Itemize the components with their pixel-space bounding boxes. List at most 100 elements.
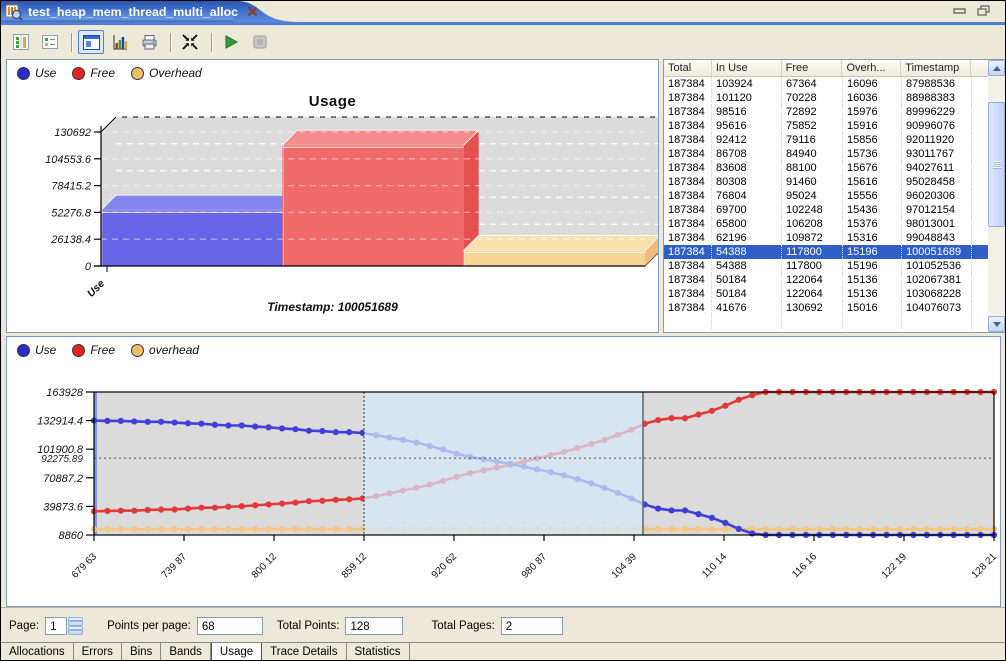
legend-item-overhead: overhead [131, 343, 199, 357]
table-row[interactable]: 18738476804950241555696020306 [664, 189, 988, 203]
restore-icon[interactable] [977, 4, 991, 22]
table-cell: 15856 [843, 133, 902, 147]
table-cell: 50184 [712, 287, 782, 301]
svg-text:980 87: 980 87 [520, 551, 550, 581]
table-cell: 15376 [843, 217, 902, 231]
column-header[interactable]: Free [782, 60, 843, 76]
overhead-color-dot [131, 344, 144, 357]
page-spinner[interactable] [68, 617, 83, 635]
table-row[interactable]: 187384621961098721531699048843 [664, 231, 988, 245]
table-row[interactable]: 1873845438811780015196101052536 [664, 259, 988, 273]
scroll-up-button[interactable] [988, 60, 1005, 76]
table-cell: 187384 [664, 147, 712, 161]
table-cell: 93011767 [902, 147, 972, 161]
points-per-page-input[interactable]: 68 [197, 617, 263, 635]
column-header[interactable]: Overh... [842, 60, 901, 76]
table-row[interactable]: 18738492412791161585692011920 [664, 133, 988, 147]
total-pages-label: Total Pages: [431, 620, 494, 632]
table-cell: 130692 [782, 301, 843, 315]
page-input[interactable]: 1 [45, 617, 67, 635]
close-icon[interactable] [247, 6, 258, 17]
tab-errors[interactable]: Errors [74, 643, 122, 660]
minimize-icon[interactable] [953, 4, 967, 22]
run-icon[interactable] [218, 30, 244, 54]
table-cell: 65800 [712, 217, 782, 231]
table-cell: 72892 [782, 105, 843, 119]
table-header[interactable]: TotalIn UseFreeOverh...Timestamp [664, 60, 988, 77]
svg-text:679 63: 679 63 [70, 551, 100, 581]
tab-statistics[interactable]: Statistics [347, 643, 410, 660]
table-cell: 91460 [782, 175, 843, 189]
table-cell: 187384 [664, 203, 712, 217]
svg-text:92275.89: 92275.89 [41, 454, 83, 465]
view-tab[interactable]: test_heap_mem_thread_multi_alloc [1, 1, 233, 22]
column-header[interactable]: Total [664, 60, 712, 76]
table-cell: 92412 [712, 133, 782, 147]
table-cell: 187384 [664, 245, 712, 259]
tab-bands[interactable]: Bands [161, 643, 211, 660]
table-row[interactable]: 18738486708849401573693011767 [664, 147, 988, 161]
allocation-columns-icon[interactable] [8, 30, 34, 54]
svg-text:128 21: 128 21 [970, 551, 1000, 581]
arrow-down-icon [993, 322, 1001, 327]
table-cell: 15976 [843, 105, 902, 119]
column-header[interactable]: Timestamp [901, 60, 971, 76]
svg-text:39873.6: 39873.6 [43, 501, 84, 513]
trend-chart-panel: Use Free overhead 163928132914.4101900.8… [6, 336, 1001, 607]
tab-bins[interactable]: Bins [122, 643, 161, 660]
table-cell: 187384 [664, 287, 712, 301]
free-color-dot [72, 344, 85, 357]
usage-table[interactable]: TotalIn UseFreeOverh...Timestamp18738410… [664, 60, 988, 332]
table-row[interactable]: 18738480308914601561695028458 [664, 175, 988, 189]
svg-text:8860: 8860 [59, 530, 84, 542]
table-cell: 122064 [782, 273, 843, 287]
table-row[interactable]: 1873845018412206415136103068228 [664, 287, 988, 301]
table-cell: 187384 [664, 161, 712, 175]
overview-chart-icon[interactable] [78, 30, 104, 54]
table-cell: 80308 [712, 175, 782, 189]
overhead-color-dot [131, 67, 144, 80]
table-row[interactable]: 1873845018412206415136102067381 [664, 273, 988, 287]
usage-chart-panel: Use Free Overhead Usage 130692104553.678… [6, 59, 659, 333]
table-row[interactable]: 187384658001062081537698013001 [664, 217, 988, 231]
table-row[interactable]: 18738498516728921597689996229 [664, 105, 988, 119]
svg-text:800 12: 800 12 [250, 551, 280, 581]
table-cell: 187384 [664, 91, 712, 105]
list-view-icon[interactable] [37, 30, 63, 54]
table-cell: 75852 [782, 119, 843, 133]
table-cell: 16036 [843, 91, 902, 105]
table-cell: 50184 [712, 273, 782, 287]
table-row[interactable]: 187384103924673641609687988536 [664, 77, 988, 91]
table-cell: 84940 [782, 147, 843, 161]
table-scrollbar[interactable] [988, 60, 1005, 332]
table-cell: 96020306 [902, 189, 972, 203]
tab-usage[interactable]: Usage [211, 643, 262, 660]
table-cell: 100051689 [902, 245, 972, 259]
table-row[interactable]: 18738495616758521591690996076 [664, 119, 988, 133]
table-cell: 101120 [712, 91, 782, 105]
svg-text:0: 0 [85, 261, 92, 273]
use-color-dot [17, 344, 30, 357]
table-row[interactable]: 187384101120702281603688988383 [664, 91, 988, 105]
print-icon[interactable] [136, 30, 162, 54]
points-per-page-label: Points per page: [107, 620, 191, 632]
scroll-thumb[interactable] [988, 102, 1005, 227]
analysis-icon [5, 3, 23, 21]
table-row[interactable]: 1873845438811780015196100051689 [664, 245, 988, 259]
usage-bar-chart: 130692104553.678415.252276.826138.40Use [7, 60, 658, 332]
tab-allocations[interactable]: Allocations [1, 643, 74, 660]
column-header[interactable]: In Use [712, 60, 782, 76]
svg-text:739 87: 739 87 [160, 551, 190, 581]
table-cell: 102067381 [902, 273, 972, 287]
usage-trend-chart[interactable]: 163928132914.4101900.870887.239873.68860… [7, 337, 1000, 606]
table-cell: 98516 [712, 105, 782, 119]
table-row[interactable]: 1873844167613069215016104076073 [664, 301, 988, 315]
window-buttons [953, 4, 991, 22]
tab-trace-details[interactable]: Trace Details [262, 643, 346, 660]
table-cell: 95024 [782, 189, 843, 203]
fit-to-window-icon[interactable] [177, 30, 203, 54]
bar-chart-icon[interactable] [107, 30, 133, 54]
scroll-down-button[interactable] [988, 316, 1005, 332]
table-row[interactable]: 187384697001022481543697012154 [664, 203, 988, 217]
table-row[interactable]: 18738483608881001567694027611 [664, 161, 988, 175]
